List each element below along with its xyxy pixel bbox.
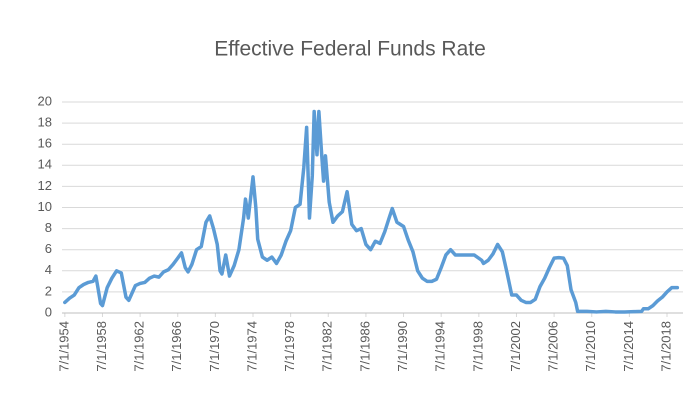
- x-tick-label: 7/1/1978: [282, 321, 297, 372]
- x-tick-label: 7/1/1954: [56, 321, 71, 372]
- y-tick-label: 12: [38, 178, 52, 193]
- y-tick-label: 18: [38, 115, 52, 130]
- x-tick-label: 7/1/1990: [395, 321, 410, 372]
- x-tick-label: 7/1/2014: [621, 321, 636, 372]
- data-line: [63, 109, 680, 314]
- y-tick-label: 10: [38, 199, 52, 214]
- y-tick-label: 6: [45, 241, 52, 256]
- x-tick-label: 7/1/1962: [132, 321, 147, 372]
- x-tick-label: 7/1/1970: [207, 321, 222, 372]
- y-tick-label: 8: [45, 220, 52, 235]
- y-tick-label: 0: [45, 304, 52, 319]
- x-tick-label: 7/1/1966: [169, 321, 184, 372]
- x-tick-label: 7/1/1994: [433, 321, 448, 372]
- x-tick-label: 7/1/1958: [94, 321, 109, 372]
- x-tick-label: 7/1/1982: [320, 321, 335, 372]
- y-tick-label: 20: [38, 93, 52, 108]
- y-tick-label: 16: [38, 136, 52, 151]
- x-tick-label: 7/1/2018: [658, 321, 673, 372]
- x-tick-label: 7/1/2002: [508, 321, 523, 372]
- x-tick-label: 7/1/1986: [357, 321, 372, 372]
- chart-title: Effective Federal Funds Rate: [214, 38, 486, 61]
- y-tick-label: 4: [45, 262, 52, 277]
- y-tick-label: 14: [38, 157, 52, 172]
- x-tick-label: 7/1/2006: [546, 321, 561, 372]
- y-tick-label: 2: [45, 283, 52, 298]
- x-tick-label: 7/1/1974: [244, 321, 259, 372]
- x-tick-label: 7/1/1998: [470, 321, 485, 372]
- x-tick-label: 7/1/2010: [583, 321, 598, 372]
